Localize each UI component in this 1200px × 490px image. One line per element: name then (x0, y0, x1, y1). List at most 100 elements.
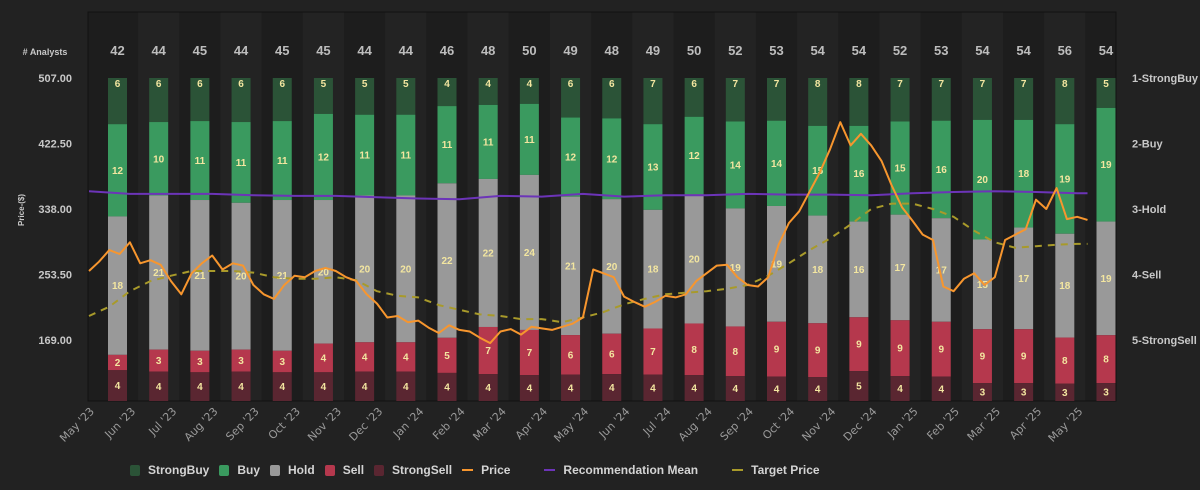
bar-segment-sell[interactable] (561, 335, 581, 375)
bar-segment-strongbuy[interactable] (1055, 78, 1075, 125)
bar-segment-hold[interactable] (643, 209, 663, 329)
bar-segment-strongbuy[interactable] (478, 78, 498, 105)
bar-segment-strongbuy[interactable] (602, 78, 622, 119)
bar-segment-strongsell[interactable] (684, 375, 704, 401)
bar-segment-hold[interactable] (1096, 221, 1116, 336)
bar-segment-strongbuy[interactable] (437, 78, 457, 107)
bar-segment-strongsell[interactable] (149, 371, 169, 401)
bar-segment-strongbuy[interactable] (1014, 78, 1034, 120)
bar-segment-buy[interactable] (684, 116, 704, 195)
bar-segment-sell[interactable] (231, 349, 251, 372)
bar-segment-buy[interactable] (231, 122, 251, 203)
bar-segment-buy[interactable] (602, 118, 622, 200)
bar-segment-strongbuy[interactable] (355, 78, 375, 115)
bar-segment-sell[interactable] (972, 329, 992, 384)
bar-segment-strongsell[interactable] (1096, 383, 1116, 401)
bar-segment-sell[interactable] (1096, 335, 1116, 384)
bar-group[interactable]: 4 11 24 7 4 (519, 78, 539, 401)
bar-segment-strongsell[interactable] (1055, 383, 1075, 401)
bar-segment-buy[interactable] (478, 104, 498, 179)
bar-segment-sell[interactable] (1014, 329, 1034, 384)
bar-group[interactable]: 4 11 22 5 4 (437, 78, 457, 401)
bar-segment-strongbuy[interactable] (313, 78, 333, 114)
bar-group[interactable]: 7 15 17 9 4 (890, 78, 910, 401)
bar-group[interactable]: 7 18 17 9 3 (1014, 78, 1034, 401)
bar-segment-hold[interactable] (149, 195, 169, 350)
bar-segment-buy[interactable] (149, 122, 169, 196)
bar-segment-strongsell[interactable] (767, 376, 786, 401)
bar-segment-strongbuy[interactable] (190, 78, 210, 122)
bar-group[interactable]: 6 11 21 3 4 (272, 78, 292, 401)
bar-group[interactable]: 7 20 15 9 3 (972, 78, 992, 401)
bar-group[interactable]: 8 16 16 9 5 (849, 78, 869, 401)
bar-segment-hold[interactable] (396, 195, 416, 343)
bar-group[interactable]: 6 12 20 8 4 (684, 78, 704, 401)
bar-segment-strongbuy[interactable] (519, 78, 539, 104)
legend-item-sell[interactable]: Sell (324, 463, 364, 477)
bar-segment-sell[interactable] (355, 342, 375, 372)
bar-segment-strongsell[interactable] (602, 374, 622, 401)
bar-segment-strongbuy[interactable] (272, 78, 292, 122)
bar-group[interactable]: 7 16 17 9 4 (931, 78, 951, 401)
bar-segment-strongbuy[interactable] (931, 78, 951, 121)
bar-segment-sell[interactable] (108, 354, 127, 371)
bar-segment-buy[interactable] (313, 113, 333, 201)
bar-segment-sell[interactable] (272, 350, 292, 373)
bar-segment-strongsell[interactable] (1014, 383, 1034, 401)
bar-segment-strongbuy[interactable] (396, 78, 416, 115)
bar-group[interactable]: 5 11 20 4 4 (355, 78, 375, 401)
bar-segment-strongsell[interactable] (396, 371, 416, 401)
bar-segment-buy[interactable] (272, 121, 292, 201)
bar-segment-hold[interactable] (355, 195, 375, 343)
bar-group[interactable]: 6 11 20 3 4 (231, 78, 251, 401)
bar-segment-buy[interactable] (519, 103, 539, 175)
bar-segment-strongsell[interactable] (437, 372, 457, 401)
bar-segment-buy[interactable] (849, 125, 869, 222)
bar-segment-hold[interactable] (1014, 227, 1034, 330)
bar-segment-hold[interactable] (931, 218, 951, 322)
bar-segment-sell[interactable] (931, 321, 951, 377)
bar-segment-sell[interactable] (849, 317, 869, 372)
bar-segment-strongsell[interactable] (272, 372, 292, 401)
bar-group[interactable]: 7 13 18 7 4 (643, 78, 663, 401)
bar-segment-hold[interactable] (849, 221, 869, 318)
bar-segment-strongsell[interactable] (355, 371, 375, 401)
bar-segment-buy[interactable] (972, 119, 992, 240)
bar-segment-hold[interactable] (725, 208, 745, 327)
bar-segment-hold[interactable] (767, 205, 786, 322)
legend-item-strongbuy[interactable]: StrongBuy (130, 463, 209, 477)
bar-segment-buy[interactable] (808, 125, 828, 216)
bar-segment-buy[interactable] (767, 120, 786, 206)
bar-segment-strongsell[interactable] (313, 372, 333, 401)
bar-segment-strongbuy[interactable] (643, 78, 663, 125)
bar-group[interactable]: 5 12 20 4 4 (313, 78, 333, 401)
bar-segment-hold[interactable] (519, 174, 539, 330)
bar-segment-strongsell[interactable] (108, 370, 127, 401)
bar-segment-strongbuy[interactable] (108, 78, 127, 125)
bar-group[interactable]: 6 11 21 3 4 (190, 78, 210, 401)
bar-group[interactable]: 5 19 19 8 3 (1096, 78, 1116, 401)
bar-segment-buy[interactable] (1014, 119, 1034, 228)
bar-segment-hold[interactable] (1055, 233, 1075, 338)
bar-segment-buy[interactable] (561, 117, 581, 197)
bar-segment-strongsell[interactable] (808, 377, 828, 401)
bar-segment-hold[interactable] (478, 178, 498, 327)
bar-segment-hold[interactable] (272, 200, 292, 351)
bar-segment-buy[interactable] (437, 106, 457, 184)
legend-item-buy[interactable]: Buy (219, 463, 260, 477)
bar-segment-sell[interactable] (643, 328, 663, 375)
bar-segment-sell[interactable] (684, 323, 704, 376)
bar-group[interactable]: 8 19 18 8 3 (1055, 78, 1075, 401)
bar-segment-sell[interactable] (149, 349, 169, 372)
bar-group[interactable]: 8 15 18 9 4 (808, 78, 828, 401)
bar-segment-strongsell[interactable] (849, 371, 869, 401)
bar-segment-strongsell[interactable] (972, 383, 992, 401)
bar-group[interactable]: 7 14 19 8 4 (725, 78, 745, 401)
bar-segment-strongsell[interactable] (190, 372, 210, 401)
legend-item-price[interactable]: Price (462, 463, 510, 477)
bar-segment-sell[interactable] (725, 326, 745, 377)
bar-group[interactable]: 6 12 20 6 4 (602, 78, 622, 401)
bar-segment-hold[interactable] (313, 200, 333, 344)
bar-segment-strongbuy[interactable] (561, 78, 581, 118)
